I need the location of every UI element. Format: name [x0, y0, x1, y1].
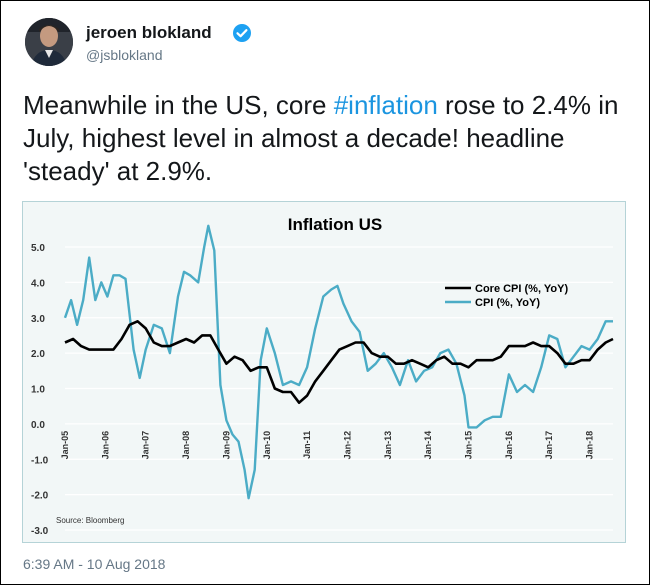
timestamp[interactable]: 6:39 AM - 10 Aug 2018: [23, 556, 166, 572]
display-name[interactable]: jeroen blokland: [86, 23, 212, 42]
x-tick-label: Jan-09: [221, 431, 231, 460]
y-tick-label: -1.0: [31, 455, 49, 466]
x-tick-label: Jan-16: [504, 431, 514, 460]
x-tick-label: Jan-14: [423, 431, 433, 460]
avatar[interactable]: [25, 18, 73, 66]
legend-label: Core CPI (%, YoY): [475, 283, 568, 295]
tweet-text-part: Meanwhile in the US, core: [23, 90, 334, 120]
series-line: [64, 320, 614, 404]
user-handle[interactable]: @jsblokland: [86, 47, 163, 63]
y-tick-label: 2.0: [31, 349, 45, 360]
tweet-text-part: rose to 2.4% in July, highest level in a…: [23, 90, 619, 186]
inflation-chart: Inflation US 5.0 4.0 3.0 2.0 1.0 0.0 -1.0 -2.0 -3…: [31, 215, 614, 537]
x-tick-label: Jan-05: [60, 431, 70, 460]
y-tick-label: 4.0: [31, 278, 45, 289]
y-tick-label: 1.0: [31, 385, 45, 396]
x-tick-label: Jan-11: [302, 431, 312, 459]
verified-badge-icon: [233, 24, 251, 42]
y-tick-label: 5.0: [31, 243, 45, 254]
hashtag-link[interactable]: #inflation: [333, 90, 438, 120]
x-tick-label: Jan-10: [262, 431, 272, 460]
tweet-text: Meanwhile in the US, core #inflation ros…: [23, 89, 633, 188]
x-tick-label: Jan-17: [544, 431, 554, 460]
chart-source: Source: Bloomberg: [56, 516, 124, 525]
x-tick-label: Jan-18: [585, 431, 595, 460]
chart-image[interactable]: Inflation US 5.0 4.0 3.0 2.0 1.0 0.0 -1.0 -2.0 -3…: [22, 201, 626, 543]
y-tick-label: -3.0: [31, 526, 49, 537]
x-tick-label: Jan-13: [383, 431, 393, 460]
legend-label: CPI (%, YoY): [475, 297, 540, 309]
y-tick-label: 3.0: [31, 314, 45, 325]
x-tick-label: Jan-08: [181, 431, 191, 460]
x-tick-label: Jan-06: [100, 431, 110, 460]
chart-title: Inflation US: [288, 215, 382, 234]
x-tick-label: Jan-07: [141, 431, 151, 460]
x-tick-label: Jan-12: [342, 431, 352, 460]
x-tick-label: Jan-15: [464, 431, 474, 460]
series-line: [63, 224, 613, 500]
y-tick-label: -2.0: [31, 491, 49, 502]
y-tick-label: 0.0: [31, 420, 45, 431]
